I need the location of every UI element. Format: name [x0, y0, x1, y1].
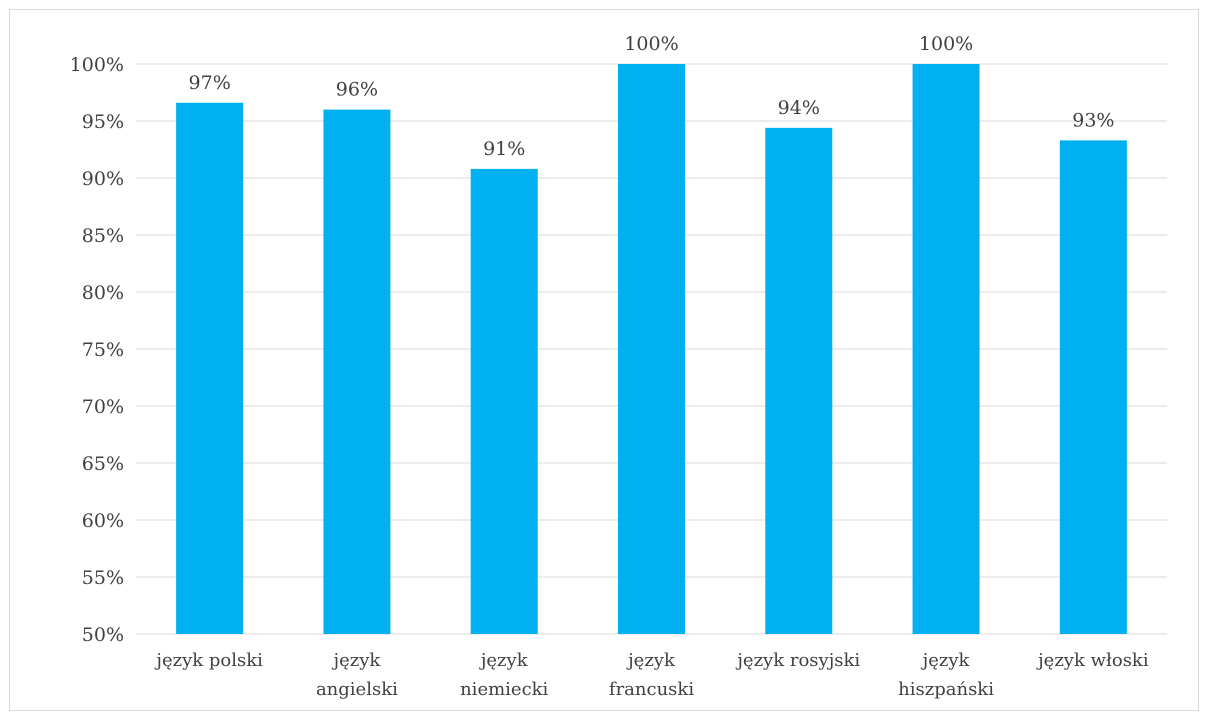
category-label-line: język rosyjski: [735, 650, 860, 671]
y-tick-label: 90%: [82, 168, 124, 190]
y-tick-label: 55%: [82, 567, 124, 589]
category-label: język polski: [154, 650, 263, 671]
bar: [1059, 140, 1127, 634]
category-label-line: język: [626, 650, 676, 671]
y-tick-label: 75%: [82, 339, 124, 361]
data-label: 96%: [336, 79, 378, 101]
bar: [618, 64, 685, 634]
category-label-line: język: [921, 650, 971, 671]
y-tick-label: 60%: [82, 510, 124, 532]
y-tick-label: 85%: [82, 225, 124, 247]
category-label: język hiszpański: [898, 650, 994, 700]
y-tick-label: 50%: [82, 624, 124, 646]
y-tick-label: 65%: [82, 453, 124, 475]
category-label: język rosyjski: [735, 650, 860, 671]
category-label: język francuski: [609, 650, 694, 700]
x-axis-categories: język polski język angielski język niemiecki…: [154, 650, 1148, 700]
category-label-line: francuski: [609, 679, 694, 700]
data-labels: 97% 96% 91% 100% 94% 100% 93%: [189, 33, 1115, 160]
category-label-line: język: [332, 650, 382, 671]
bar: [176, 102, 244, 634]
data-label: 93%: [1072, 109, 1114, 131]
category-label-line: język polski: [154, 650, 263, 671]
y-tick-label: 80%: [82, 282, 124, 304]
bar: [765, 127, 833, 634]
category-label-line: język: [479, 650, 529, 671]
category-label-line: język włoski: [1036, 650, 1149, 671]
y-axis-ticks: 50% 55% 60% 65% 70% 75% 80% 85% 90% 95% 100%: [70, 54, 124, 646]
category-label: język angielski: [316, 650, 398, 700]
y-tick-label: 95%: [82, 111, 124, 133]
bar-chart: 50% 55% 60% 65% 70% 75% 80% 85% 90% 95% 100% 97% 96…: [70, 33, 1167, 700]
data-label: 91%: [483, 138, 525, 160]
y-tick-label: 70%: [82, 396, 124, 418]
bar: [470, 168, 538, 634]
y-tick-label: 100%: [70, 54, 124, 76]
chart-frame: 50% 55% 60% 65% 70% 75% 80% 85% 90% 95% 100% 97% 96…: [9, 9, 1199, 711]
data-label: 97%: [189, 72, 231, 94]
bar: [912, 64, 980, 634]
category-label: język niemiecki: [460, 650, 548, 700]
data-label: 100%: [919, 33, 973, 55]
bars: [176, 64, 1127, 635]
data-label: 94%: [778, 97, 820, 119]
bar: [323, 109, 391, 635]
category-label-line: niemiecki: [460, 679, 548, 700]
category-label-line: hiszpański: [898, 679, 994, 700]
category-label-line: angielski: [316, 679, 398, 700]
category-label: język włoski: [1036, 650, 1149, 671]
data-label: 100%: [624, 33, 678, 55]
